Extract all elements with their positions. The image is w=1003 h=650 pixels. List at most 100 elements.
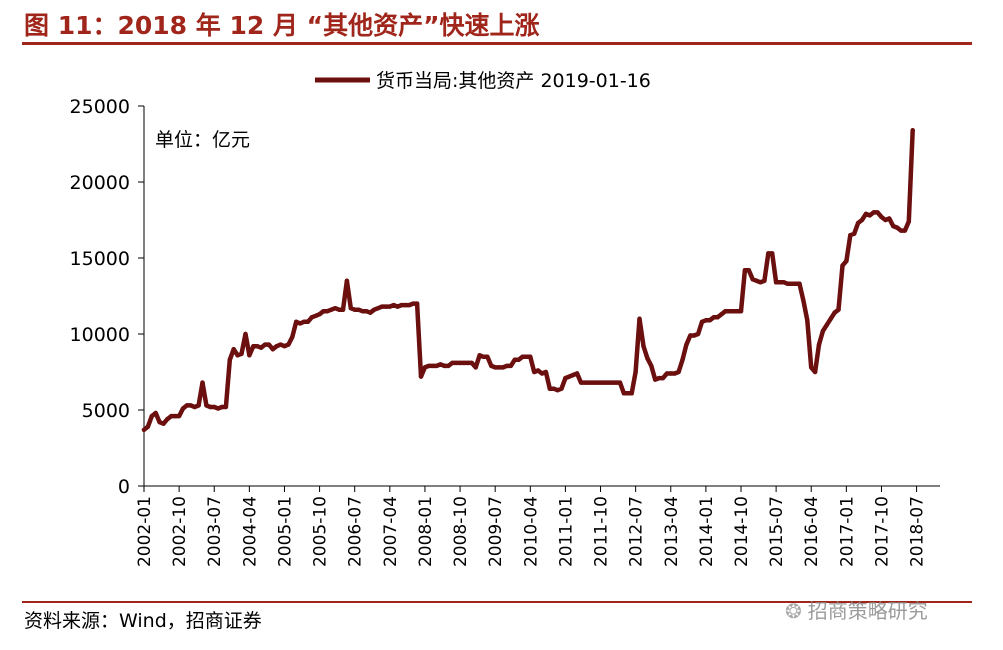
data-point [422,365,428,370]
data-point [750,277,755,282]
data-point [161,421,166,426]
data-point [820,328,826,334]
data-point [645,356,650,361]
data-point [461,360,467,366]
data-point [816,342,822,347]
data-point [520,354,525,359]
data-point [477,353,482,358]
data-point [805,318,810,323]
data-point [559,386,564,391]
data-point [219,404,225,410]
x-tick-label: 2006-07 [346,496,366,567]
data-point [738,309,744,314]
data-point [859,217,865,223]
data-point [387,304,392,309]
y-tick-label: 10000 [70,324,130,346]
data-point [879,214,884,220]
data-point [574,371,580,376]
data-point [688,333,693,338]
data-point [333,306,338,311]
data-point [707,318,712,323]
data-point [489,363,494,369]
x-tick-label: 2017-10 [872,496,892,567]
data-point [465,360,471,366]
data-point [297,321,303,326]
data-point [781,280,787,285]
x-tick-label: 2011-10 [592,496,612,567]
data-point [262,342,268,347]
data-point [891,223,896,229]
data-point [762,278,767,283]
data-point [145,424,151,429]
data-point [637,316,642,321]
data-point [621,391,627,396]
data-point [649,363,654,369]
data-point [910,128,915,133]
data-point [258,345,264,350]
data-point [848,233,853,238]
data-point [430,363,435,369]
data-point [438,362,443,367]
data-point [777,280,783,285]
data-point [227,357,232,362]
data-point [551,386,556,391]
data-point [512,357,517,362]
data-point [867,213,872,218]
data-point [746,268,751,273]
data-point [192,404,197,410]
data-point [734,309,740,314]
data-point [180,406,186,411]
x-tick-label: 2011-01 [556,496,576,567]
x-tick-label: 2016-04 [802,496,822,567]
data-point [383,304,389,309]
data-point [699,319,705,324]
data-point [863,211,869,217]
data-point [828,316,833,321]
data-point [270,347,275,352]
data-point [340,307,346,312]
data-point [313,313,318,318]
data-point [364,309,369,314]
data-point [723,309,728,314]
data-point [165,416,170,422]
data-point [633,369,638,375]
data-point [208,404,213,410]
data-point [247,353,252,358]
data-point [434,363,439,369]
data-point [629,391,634,396]
data-point [274,344,279,349]
data-point [785,281,790,286]
data-point [325,309,330,314]
data-point [317,312,322,317]
data-point [680,357,685,362]
x-tick-label: 2008-10 [451,496,471,567]
data-point [153,410,158,416]
data-point [149,413,154,419]
data-point [426,363,431,369]
data-point [356,307,361,312]
data-point [586,380,591,385]
data-point [176,413,182,419]
bottom-rule [22,601,972,603]
data-point [446,363,451,369]
x-tick-label: 2008-01 [416,496,436,567]
data-point [504,363,510,369]
data-point [754,278,759,283]
watermark: ❂ 招商策略研究 [785,595,928,624]
x-tick-label: 2017-01 [837,496,857,567]
data-point [286,342,291,347]
data-point [871,210,876,215]
data-point [516,357,521,362]
data-point [547,386,552,391]
data-point [824,322,829,328]
wechat-icon: ❂ [785,599,802,623]
data-point [539,371,545,376]
data-point [375,306,381,311]
data-point [606,380,611,385]
data-point [442,363,447,369]
data-point [411,301,416,306]
data-point [875,210,880,215]
data-point [336,307,342,312]
y-tick-label: 15000 [70,248,130,270]
x-tick-label: 2002-10 [170,496,190,567]
